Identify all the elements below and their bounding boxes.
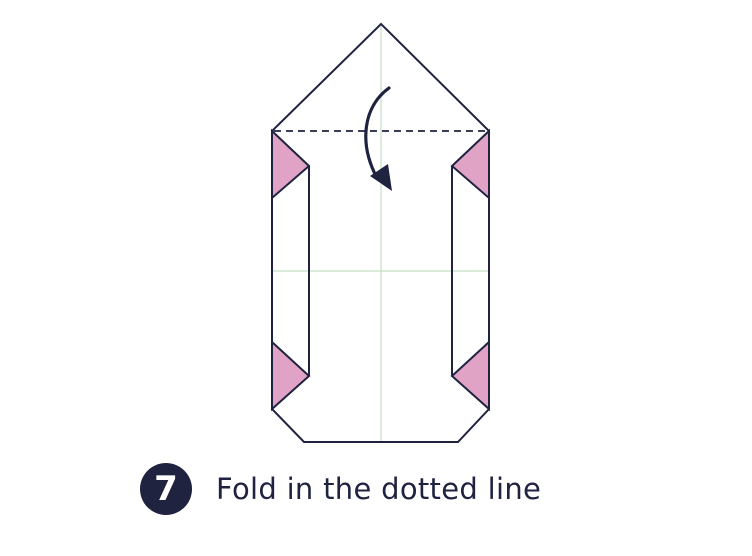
step-number-badge: 7 [140, 463, 192, 515]
flap-bottom-right [450, 339, 490, 412]
step-caption: 7 Fold in the dotted line [140, 463, 541, 515]
step-instruction: Fold in the dotted line [216, 472, 542, 506]
flap-top-left [271, 128, 311, 201]
flap-bottom-left [271, 339, 311, 412]
fold-arrow-icon [364, 86, 392, 191]
flap-top-right [450, 128, 490, 201]
